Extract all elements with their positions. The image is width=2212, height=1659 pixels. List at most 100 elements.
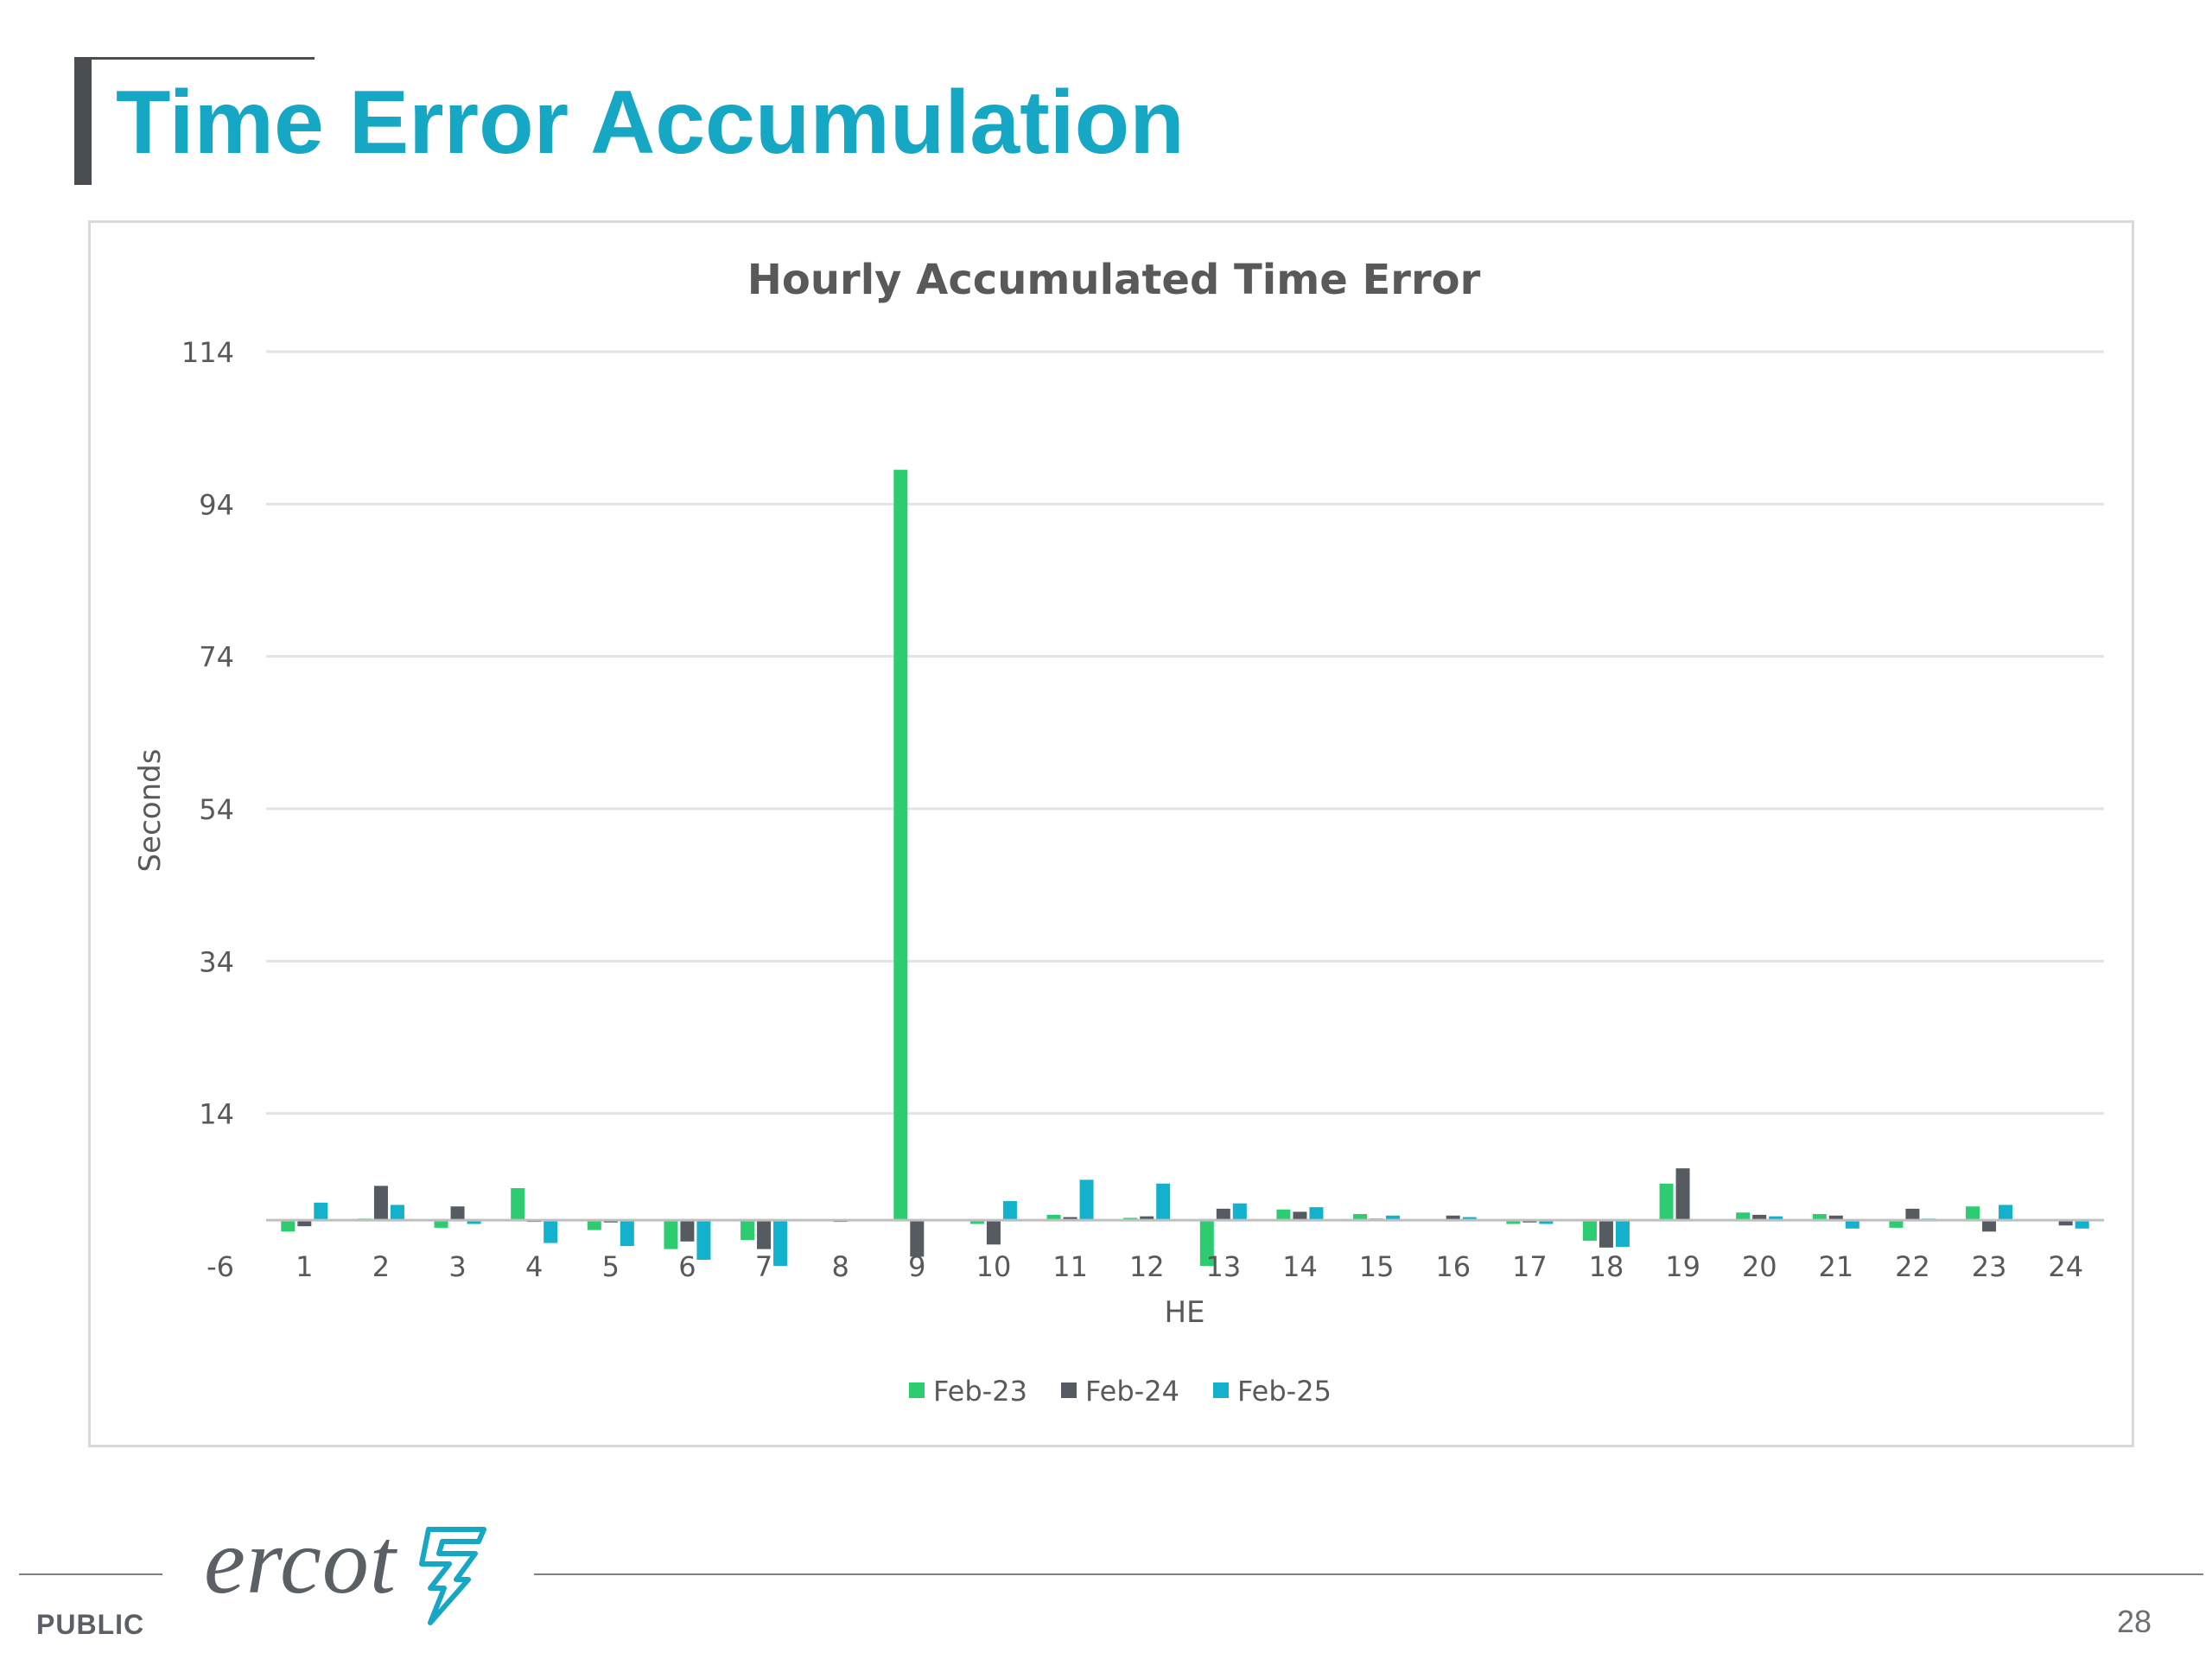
title-accent-bar: [74, 57, 92, 185]
bar-Feb-25-he-5: [620, 1220, 634, 1247]
bar-Feb-25-he-17: [1539, 1220, 1554, 1224]
x-tick-label: 14: [1282, 1250, 1318, 1283]
legend-label-Feb-23: Feb-23: [933, 1375, 1027, 1408]
x-tick-label: 22: [1895, 1250, 1930, 1283]
x-tick-label: 18: [1589, 1250, 1624, 1283]
bar-Feb-25-he-18: [1615, 1220, 1630, 1247]
chart-svg: Hourly Accumulated Time Error Seconds HE…: [133, 256, 2104, 1408]
bar-Feb-23-he-6: [664, 1220, 678, 1249]
logo-text: ercot: [204, 1510, 397, 1613]
bar-Feb-24-he-2: [373, 1185, 388, 1221]
y-tick-labels: -6 14 34 54 74 94 114: [181, 336, 234, 1283]
y-tick-label: 114: [181, 336, 234, 369]
page-number: 28: [2116, 1604, 2152, 1639]
bar-Feb-25-he-12: [1156, 1183, 1171, 1221]
bar-Feb-23-he-14: [1276, 1209, 1291, 1221]
bar-Feb-25-he-7: [773, 1220, 788, 1266]
bar-Feb-25-he-2: [390, 1205, 404, 1221]
x-tick-label: 20: [1742, 1250, 1777, 1283]
bar-Feb-24-he-7: [757, 1220, 772, 1249]
bar-Feb-23-he-13: [1199, 1220, 1214, 1266]
y-tick-label: 54: [199, 793, 234, 826]
bar-Feb-25-he-6: [696, 1220, 711, 1260]
y-tick-label: 74: [199, 641, 234, 674]
bar-Feb-23-he-19: [1659, 1183, 1674, 1221]
bar-Feb-25-he-3: [467, 1220, 481, 1224]
legend-swatch-Feb-25: [1213, 1382, 1229, 1398]
bar-Feb-23-he-9: [893, 469, 908, 1221]
bar-Feb-23-he-18: [1582, 1220, 1597, 1241]
bars: [281, 469, 2089, 1266]
x-tick-label: 11: [1052, 1250, 1088, 1283]
x-tick-label: 16: [1435, 1250, 1471, 1283]
legend-swatch-Feb-23: [909, 1382, 925, 1398]
bar-Feb-24-he-18: [1599, 1220, 1613, 1248]
bar-Feb-24-he-19: [1675, 1168, 1690, 1221]
bar-Feb-23-he-15: [1353, 1214, 1368, 1221]
bar-Feb-24-he-10: [986, 1220, 1001, 1245]
bar-Feb-23-he-5: [587, 1220, 601, 1230]
bar-Feb-24-he-20: [1752, 1214, 1767, 1221]
x-tick-label: 6: [678, 1250, 696, 1283]
bar-Feb-25-he-15: [1386, 1215, 1401, 1221]
x-tick-label: 24: [2048, 1250, 2083, 1283]
bar-Feb-24-he-24: [2058, 1220, 2073, 1226]
title-accent-top: [74, 57, 315, 60]
x-tick-label: 5: [602, 1250, 620, 1283]
bar-Feb-23-he-10: [969, 1220, 984, 1224]
x-tick-label: 15: [1359, 1250, 1395, 1283]
bar-Feb-25-he-10: [1002, 1201, 1017, 1221]
y-tick-label: 94: [199, 488, 234, 521]
y-tick-label: 34: [199, 945, 234, 978]
y-axis-title: Seconds: [133, 749, 168, 873]
bar-Feb-24-he-12: [1140, 1216, 1154, 1221]
bar-Feb-24-he-21: [1828, 1215, 1843, 1221]
bar-Feb-25-he-13: [1232, 1203, 1247, 1221]
bar-Feb-24-he-9: [910, 1220, 925, 1257]
footer-divider-right: [534, 1573, 2203, 1575]
slide-title: Time Error Accumulation: [116, 73, 1185, 173]
chart-title: Hourly Accumulated Time Error: [747, 256, 1481, 304]
legend-label-Feb-24: Feb-24: [1085, 1375, 1179, 1408]
x-tick-label: 13: [1205, 1250, 1241, 1283]
bar-Feb-24-he-3: [450, 1206, 465, 1221]
public-label: PUBLIC: [36, 1609, 145, 1640]
bar-Feb-25-he-20: [1769, 1216, 1783, 1221]
bar-Feb-25-he-21: [1845, 1220, 1859, 1229]
bar-Feb-24-he-6: [680, 1220, 695, 1242]
bar-Feb-24-he-22: [1905, 1208, 1920, 1221]
bar-Feb-25-he-24: [2075, 1220, 2089, 1229]
x-tick-label: 7: [755, 1250, 772, 1283]
x-tick-label: 23: [1972, 1250, 2007, 1283]
y-tick-label: -6: [207, 1250, 234, 1283]
x-tick-label: 12: [1129, 1250, 1165, 1283]
bar-Feb-23-he-21: [1812, 1214, 1827, 1221]
x-tick-label: 9: [908, 1250, 925, 1283]
bar-Feb-24-he-16: [1446, 1215, 1460, 1221]
bar-Feb-25-he-16: [1462, 1217, 1477, 1221]
bar-Feb-23-he-7: [741, 1220, 755, 1241]
bar-Feb-25-he-23: [1999, 1205, 2013, 1221]
y-tick-label: 14: [199, 1098, 234, 1131]
x-tick-label: 17: [1512, 1250, 1548, 1283]
ercot-logo: ercot: [204, 1510, 498, 1631]
x-tick-label: 2: [372, 1250, 390, 1283]
bar-Feb-24-he-13: [1216, 1208, 1230, 1221]
bar-Feb-25-he-4: [543, 1220, 558, 1243]
bar-Feb-24-he-23: [1982, 1220, 1997, 1232]
bar-Feb-25-he-1: [314, 1202, 328, 1221]
bar-Feb-23-he-3: [434, 1220, 448, 1228]
legend-label-Feb-25: Feb-25: [1237, 1375, 1332, 1408]
x-tick-label: 21: [1818, 1250, 1853, 1283]
x-tick-labels: 1 2 3 4 5 6 7 8 9 10 11 12 13 14 15 16 17 18 19 20 21 22 23 24: [296, 1250, 2083, 1283]
bar-Feb-23-he-22: [1889, 1220, 1904, 1228]
bar-Feb-25-he-11: [1079, 1179, 1094, 1221]
bar-Feb-23-he-17: [1506, 1220, 1521, 1224]
x-axis-title: HE: [1164, 1295, 1205, 1330]
bar-Feb-24-he-14: [1293, 1211, 1307, 1221]
chart-frame: Hourly Accumulated Time Error Seconds HE…: [88, 220, 2134, 1447]
bar-Feb-23-he-23: [1966, 1206, 1980, 1221]
bar-Feb-23-he-11: [1046, 1214, 1061, 1221]
bar-Feb-24-he-11: [1063, 1217, 1077, 1221]
x-tick-label: 4: [525, 1250, 543, 1283]
